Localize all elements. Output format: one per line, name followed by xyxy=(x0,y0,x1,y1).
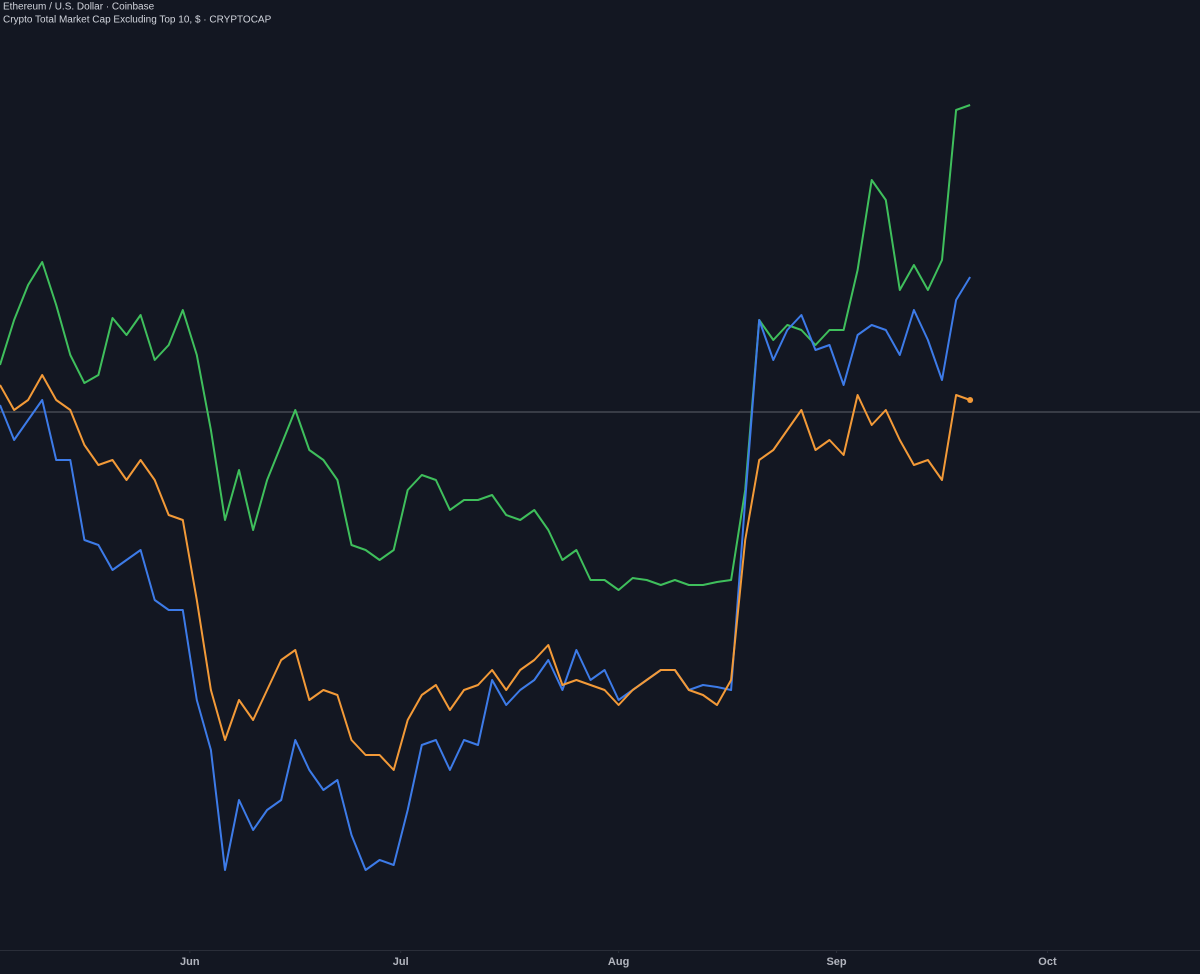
series-line xyxy=(0,104,971,591)
last-point xyxy=(967,397,974,403)
x-tick-label: Aug xyxy=(608,956,629,968)
legend-entry: Ethereum / U.S. Dollar · Coinbase xyxy=(3,2,155,13)
series-line xyxy=(0,374,971,771)
legend-entry: Crypto Total Market Cap Excluding Top 10… xyxy=(3,15,272,26)
series-line xyxy=(0,276,971,871)
x-tick-label: Jun xyxy=(180,956,200,968)
x-tick-label: Jul xyxy=(393,956,409,968)
x-tick-label: Oct xyxy=(1038,956,1057,968)
x-tick-label: Sep xyxy=(826,956,846,968)
